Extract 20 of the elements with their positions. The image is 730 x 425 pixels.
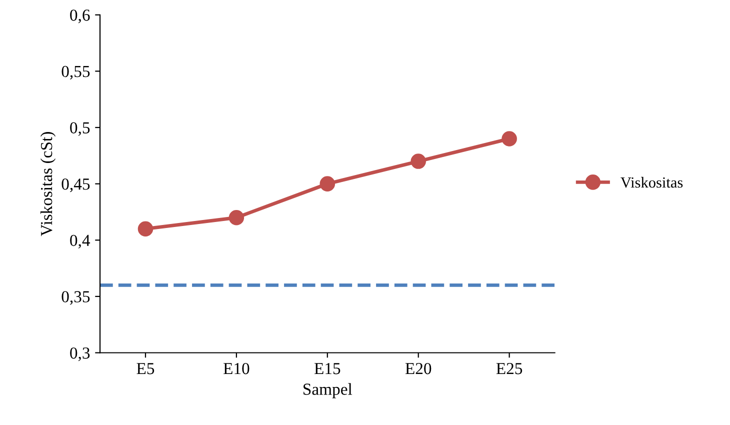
x-axis-title: Sampel: [304, 383, 352, 398]
y-tick-label: 0,5: [70, 122, 90, 136]
y-axis-title: Viskositas (cSt): [40, 132, 56, 236]
x-tick-label: E5: [136, 363, 154, 374]
legend-label: Viskositas: [620, 176, 683, 188]
x-tick-label: E25: [496, 363, 522, 374]
x-tick-label: E20: [405, 362, 432, 374]
point: [502, 131, 517, 146]
point: [138, 221, 154, 236]
y-tick-label: 0,55: [62, 66, 90, 80]
y-tick-label: 0,4: [70, 234, 90, 248]
x-tick-label: E15: [314, 363, 340, 374]
y-tick-label: 0,45: [62, 178, 90, 192]
point: [320, 176, 336, 192]
y-tick-label: 0,35: [62, 291, 90, 305]
x-tick-label: E10: [224, 362, 250, 374]
point: [228, 210, 244, 226]
y-tick-label: 0,3: [70, 347, 90, 362]
y-tick-label: 0,6: [70, 10, 90, 24]
point: [410, 154, 426, 169]
